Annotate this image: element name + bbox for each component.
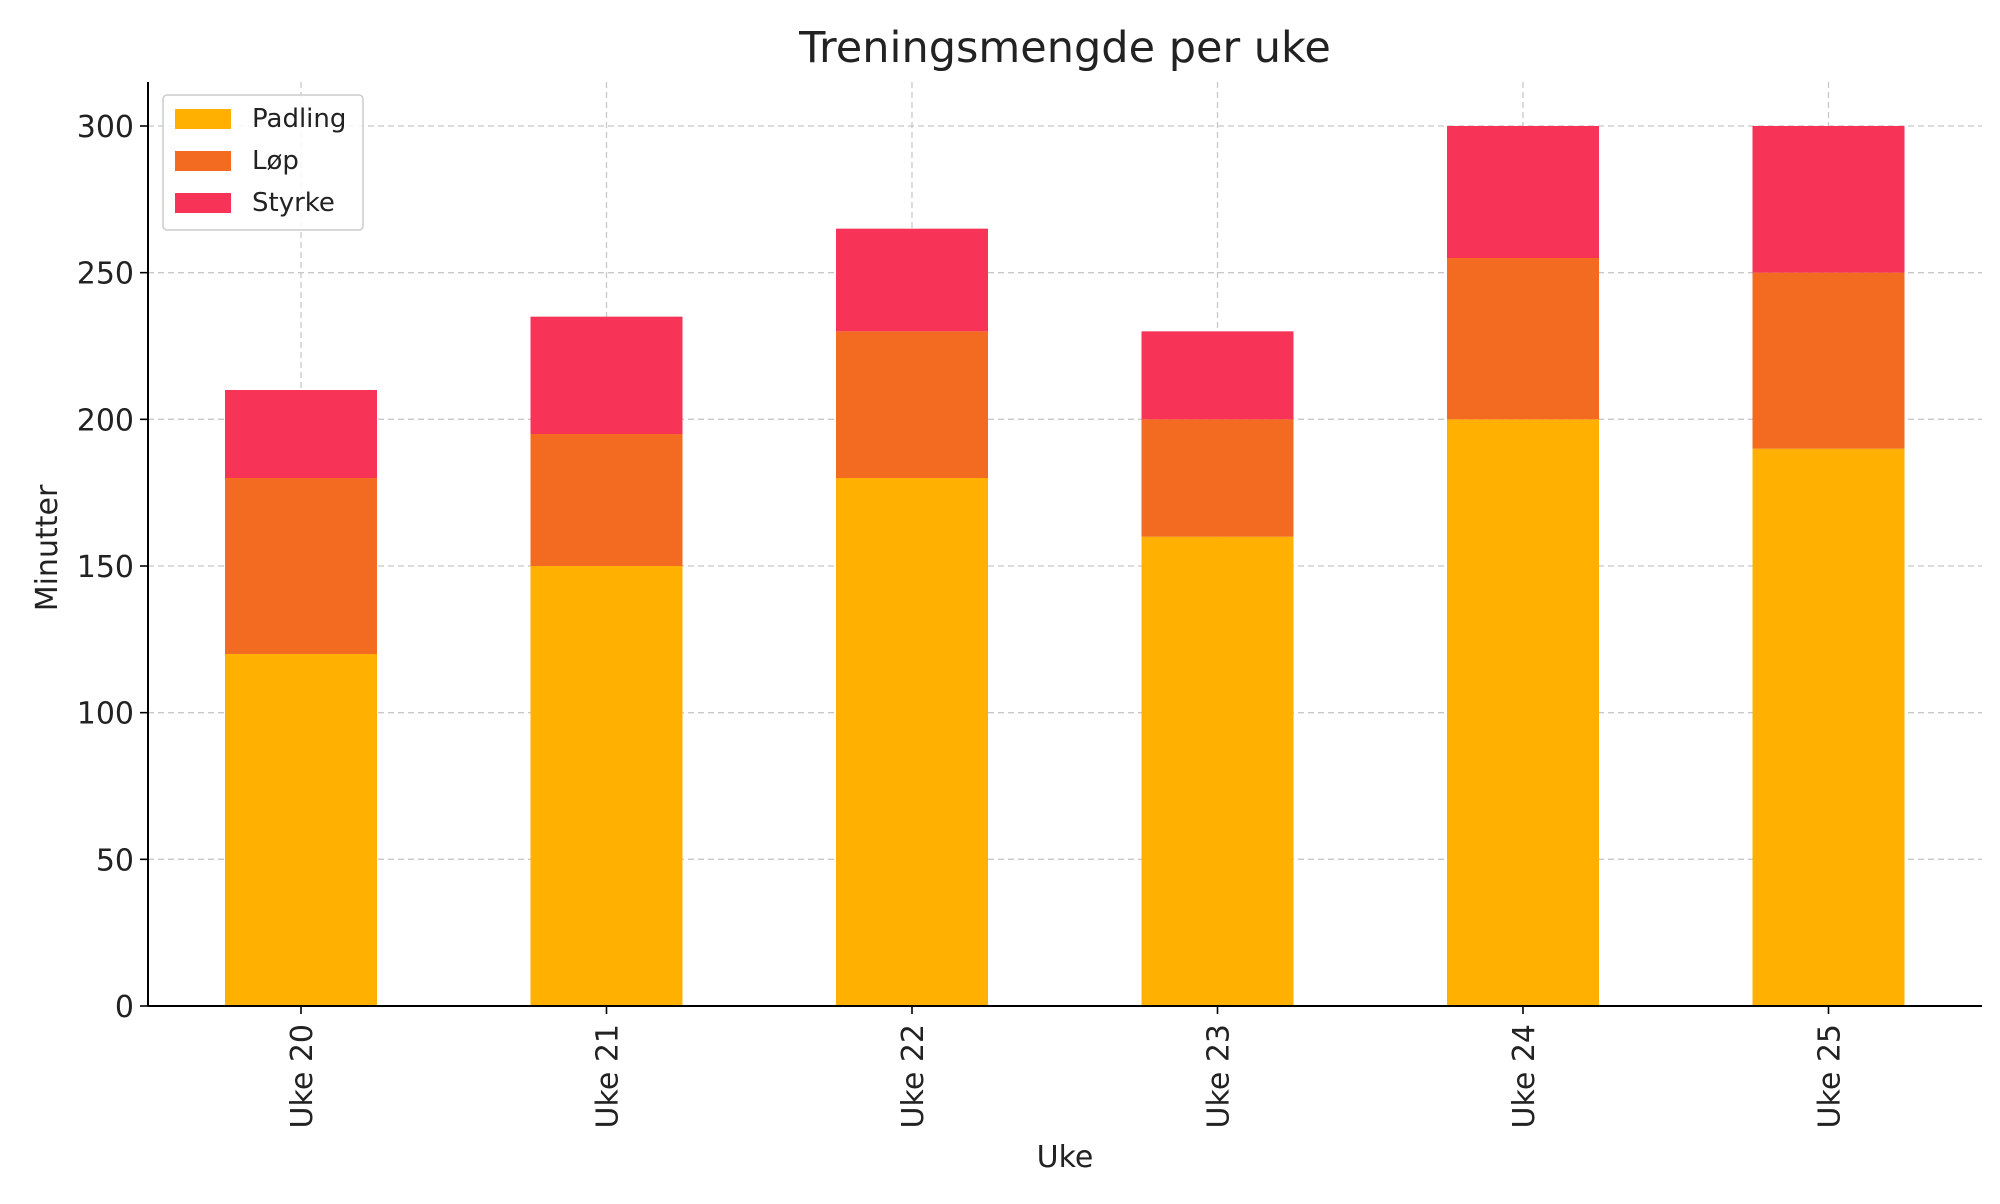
bar-l-p [1141,419,1294,537]
y-tick-label: 0 [115,990,134,1025]
legend-entries: Padling Løp Styrke [175,104,346,218]
bar-styrke [225,390,377,478]
bar-styrke [1447,126,1599,258]
y-tick-label: 100 [77,697,134,732]
bar-padling [836,478,988,1006]
legend-swatch [175,151,231,171]
grid-lines [148,82,1982,1007]
bar-l-p [1447,258,1599,420]
bar-l-p [1752,272,1905,449]
x-tick-label: Uke 24 [1507,1024,1542,1128]
bars-group [225,126,1905,1007]
bar-padling [1447,419,1599,1006]
bar-styrke [530,316,683,434]
axis-ticks: 0 50 100 150 200 250 300 Uke 20 Uke 21 Uke 22 Uke … [77,110,1848,1128]
y-tick-label: 300 [77,110,134,145]
y-axis-title: Minutter [30,484,65,611]
bar-l-p [530,434,683,566]
legend-swatch [175,109,231,129]
legend: Padling Løp Styrke [162,94,364,231]
bar-padling [225,654,377,1006]
y-tick-label: 50 [96,843,134,878]
chart-title: Treningsmengde per uke [798,23,1331,73]
bar-padling [1752,448,1905,1007]
legend-label: Styrke [252,188,335,218]
x-tick-label: Uke 21 [591,1024,626,1128]
bar-styrke [1752,126,1905,273]
x-tick-label: Uke 25 [1813,1024,1848,1128]
y-tick-label: 150 [77,550,134,585]
axes [147,82,1982,1007]
legend-label: Padling [252,104,346,134]
x-tick-label: Uke 20 [285,1024,320,1128]
y-tick-label: 250 [77,257,134,292]
bar-l-p [225,478,377,654]
x-axis-title: Uke [1037,1140,1094,1175]
x-tick-label: Uke 22 [896,1024,931,1128]
bar-padling [530,566,683,1006]
y-tick-label: 200 [77,403,134,438]
bar-styrke [1141,331,1294,420]
legend-swatch [175,193,231,213]
x-tick-label: Uke 23 [1202,1024,1237,1128]
bar-styrke [836,228,988,332]
bar-l-p [836,331,988,478]
bar-padling [1141,536,1294,1006]
legend-label: Løp [252,146,299,176]
